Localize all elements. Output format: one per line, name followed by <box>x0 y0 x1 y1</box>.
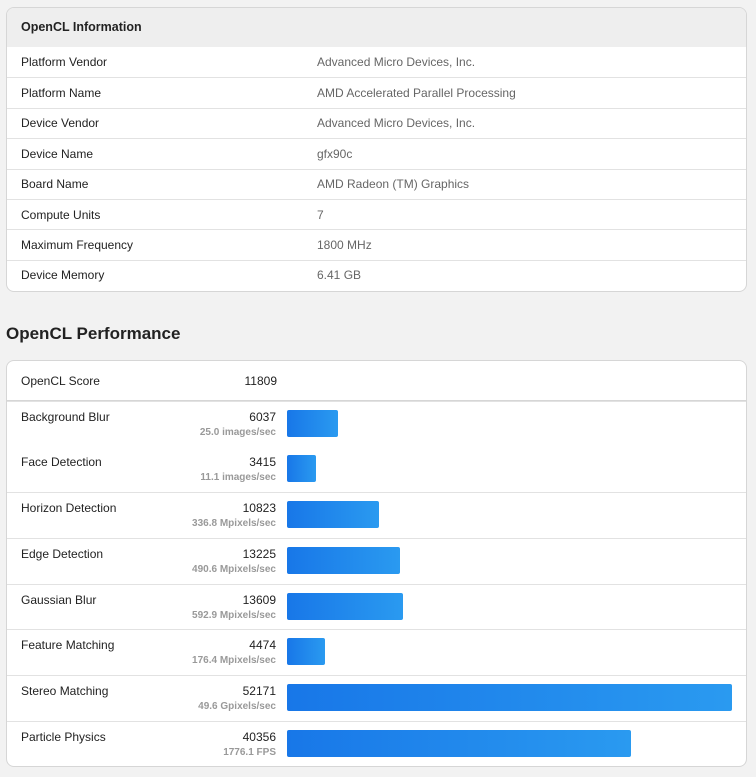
benchmark-bar <box>287 547 400 575</box>
info-value: 1800 MHz <box>317 238 372 253</box>
benchmark-row: Horizon Detection 10823 336.8 Mpixels/sec <box>7 492 746 538</box>
info-row: Compute Units 7 <box>7 198 746 229</box>
info-value: Advanced Micro Devices, Inc. <box>317 55 476 70</box>
benchmark-row: Stereo Matching 52171 49.6 Gpixels/sec <box>7 675 746 721</box>
benchmark-throughput: 592.9 Mpixels/sec <box>192 609 276 621</box>
benchmark-throughput: 11.1 images/sec <box>200 471 276 483</box>
benchmark-row: Feature Matching 4474 176.4 Mpixels/sec <box>7 629 746 675</box>
benchmark-bar <box>287 684 732 712</box>
card-title: OpenCL Information <box>7 8 746 47</box>
info-key: Platform Name <box>21 86 102 101</box>
benchmark-score: 3415 <box>249 454 276 469</box>
benchmark-score: 4474 <box>249 638 276 653</box>
benchmark-bar <box>287 410 339 437</box>
benchmark-name: Particle Physics <box>21 729 106 744</box>
benchmark-bar <box>287 592 404 620</box>
info-row: Maximum Frequency 1800 MHz <box>7 229 746 259</box>
opencl-performance-card: OpenCL Score 11809 Background Blur 6037 25… <box>6 360 747 767</box>
benchmark-name: Feature Matching <box>21 638 115 653</box>
benchmark-score: 40356 <box>242 729 276 744</box>
info-key: Device Memory <box>21 268 105 283</box>
benchmark-throughput: 25.0 images/sec <box>199 427 276 438</box>
benchmark-bar <box>287 729 632 757</box>
benchmark-score: 6037 <box>249 410 276 424</box>
opencl-information-card: OpenCL Information Platform Vendor Advanc… <box>6 7 747 292</box>
benchmark-row: Background Blur 6037 25.0 images/sec <box>7 401 746 447</box>
score-label: OpenCL Score <box>21 373 100 388</box>
benchmark-score: 52171 <box>242 684 276 699</box>
info-value: AMD Accelerated Parallel Processing <box>317 86 516 101</box>
section-title: OpenCL Performance <box>6 324 181 343</box>
score-row: OpenCL Score 11809 <box>7 361 746 401</box>
benchmark-name: Background Blur <box>21 410 110 424</box>
benchmark-row: Edge Detection 13225 490.6 Mpixels/sec <box>7 538 746 584</box>
info-row: Device Memory 6.41 GB <box>7 259 746 290</box>
info-row: Platform Name AMD Accelerated Parallel Pr… <box>7 77 746 107</box>
info-value: AMD Radeon (TM) Graphics <box>317 177 470 192</box>
benchmark-row: Particle Physics 40356 1776.1 FPS <box>7 720 746 766</box>
benchmark-throughput: 336.8 Mpixels/sec <box>192 518 276 530</box>
info-row: Device Vendor Advanced Micro Devices, Inc… <box>7 107 746 138</box>
info-row: Platform Vendor Advanced Micro Devices, I… <box>7 47 746 77</box>
info-key: Platform Vendor <box>21 55 108 70</box>
info-key: Maximum Frequency <box>21 238 134 253</box>
benchmark-score: 13225 <box>242 547 276 562</box>
score-value: 11809 <box>244 373 277 388</box>
benchmark-throughput: 176.4 Mpixels/sec <box>192 655 276 667</box>
benchmark-name: Edge Detection <box>21 547 104 562</box>
info-value: gfx90c <box>317 146 353 161</box>
info-key: Device Name <box>21 146 94 161</box>
benchmark-row: Gaussian Blur 13609 592.9 Mpixels/sec <box>7 583 746 630</box>
benchmark-name: Face Detection <box>21 454 102 469</box>
benchmark-throughput: 49.6 Gpixels/sec <box>198 701 276 713</box>
info-row: Board Name AMD Radeon (TM) Graphics <box>7 168 746 199</box>
info-value: 7 <box>317 207 324 222</box>
benchmark-name: Horizon Detection <box>21 501 117 516</box>
benchmark-bar <box>287 454 317 482</box>
benchmark-name: Stereo Matching <box>21 684 109 699</box>
benchmark-throughput: 490.6 Mpixels/sec <box>192 564 276 576</box>
benchmark-score: 13609 <box>242 592 276 607</box>
info-key: Compute Units <box>21 207 101 222</box>
info-value: Advanced Micro Devices, Inc. <box>317 116 476 131</box>
benchmark-score: 10823 <box>242 501 276 516</box>
benchmark-bar <box>287 638 326 666</box>
benchmark-bar <box>287 501 380 529</box>
benchmark-row: Face Detection 3415 11.1 images/sec <box>7 447 746 493</box>
info-value: 6.41 GB <box>317 268 362 283</box>
benchmark-throughput: 1776.1 FPS <box>223 746 276 758</box>
info-row: Device Name gfx90c <box>7 138 746 168</box>
info-key: Board Name <box>21 177 89 192</box>
info-key: Device Vendor <box>21 116 100 131</box>
benchmark-name: Gaussian Blur <box>21 592 97 607</box>
